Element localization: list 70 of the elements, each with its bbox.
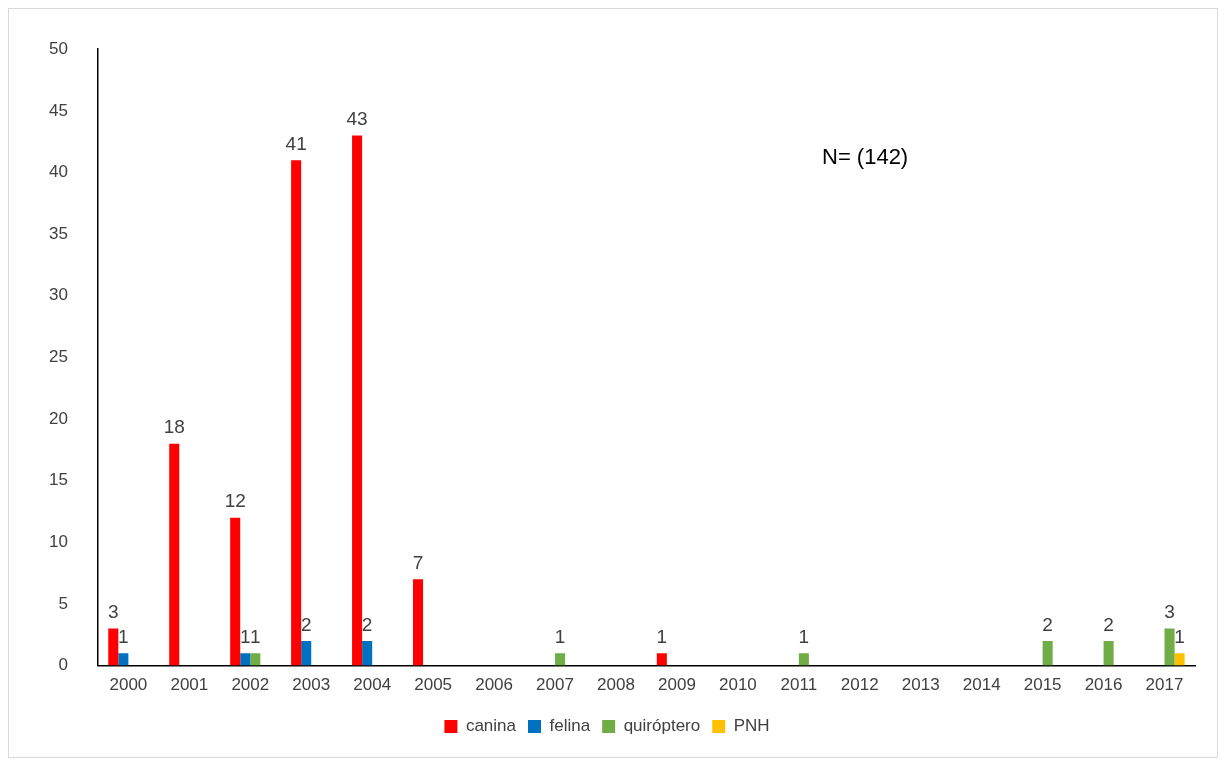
y-tick-label: 0 <box>58 655 68 675</box>
legend-label: felina <box>549 716 591 736</box>
x-tick-label: 2006 <box>475 675 513 695</box>
data-label: 2 <box>1042 613 1053 635</box>
data-label: 7 <box>412 552 424 574</box>
data-label: 2 <box>361 613 373 635</box>
annotation: N= (142) <box>821 144 909 170</box>
y-tick-label: 5 <box>58 593 68 613</box>
bar <box>1103 640 1114 666</box>
bar <box>250 653 261 666</box>
data-label: 2 <box>300 613 312 635</box>
y-tick-label: 25 <box>48 347 68 367</box>
data-label: 1 <box>250 626 261 648</box>
bar <box>1164 628 1175 666</box>
bar <box>108 628 119 666</box>
y-tick-label: 30 <box>48 285 68 305</box>
y-tick-label: 15 <box>48 470 68 490</box>
data-label: 12 <box>224 490 246 512</box>
data-label: 1 <box>798 626 810 648</box>
data-label: 41 <box>285 132 307 154</box>
bar <box>656 653 667 666</box>
legend-label: canina <box>465 716 517 736</box>
bar <box>1042 640 1053 666</box>
data-label: 1 <box>656 626 668 648</box>
x-tick-label: 2012 <box>840 675 879 695</box>
x-tick-label: 2008 <box>597 675 635 695</box>
x-tick-label: 2004 <box>353 675 392 695</box>
bar <box>555 653 566 666</box>
x-tick-label: 2013 <box>901 675 940 695</box>
bar <box>798 653 809 666</box>
x-tick-label: 2010 <box>718 675 757 695</box>
x-tick-label: 2017 <box>1145 675 1184 695</box>
legend-label: PNH <box>733 716 770 736</box>
x-tick-label: 2005 <box>414 675 453 695</box>
x-tick-label: 2011 <box>780 675 818 695</box>
y-tick-label: 50 <box>48 38 68 58</box>
bar <box>1174 653 1185 666</box>
data-label: 3 <box>108 601 119 623</box>
legend-label: quiróptero <box>623 716 701 736</box>
x-tick-label: 2014 <box>962 675 1001 695</box>
bar <box>118 653 129 666</box>
y-tick-label: 20 <box>48 408 68 428</box>
x-tick-label: 2015 <box>1023 675 1062 695</box>
data-label: 1 <box>118 626 129 648</box>
data-label: 3 <box>1164 601 1175 623</box>
bar <box>413 579 424 666</box>
data-label: 18 <box>163 416 185 438</box>
y-tick-label: 35 <box>48 223 68 243</box>
x-tick-label: 2007 <box>536 675 574 695</box>
data-label: 1 <box>554 626 566 648</box>
bar <box>352 135 363 666</box>
bar <box>240 653 251 666</box>
data-label: 2 <box>1103 613 1114 635</box>
x-tick-label: 2001 <box>170 675 209 695</box>
bar <box>291 160 302 666</box>
x-tick-label: 2002 <box>231 675 270 695</box>
data-label: 43 <box>346 108 368 130</box>
x-tick-label: 2009 <box>658 675 696 695</box>
x-tick-label: 2003 <box>292 675 331 695</box>
y-tick-label: 40 <box>48 162 68 182</box>
bar <box>301 640 312 666</box>
bar <box>230 517 241 666</box>
bar <box>362 640 373 666</box>
data-label: 1 <box>1174 626 1185 648</box>
y-tick-label: 45 <box>48 100 68 120</box>
bar <box>169 443 180 666</box>
x-tick-label: 2016 <box>1084 675 1123 695</box>
y-tick-label: 10 <box>48 532 68 552</box>
data-label: 1 <box>239 626 251 648</box>
x-tick-label: 2000 <box>109 675 148 695</box>
